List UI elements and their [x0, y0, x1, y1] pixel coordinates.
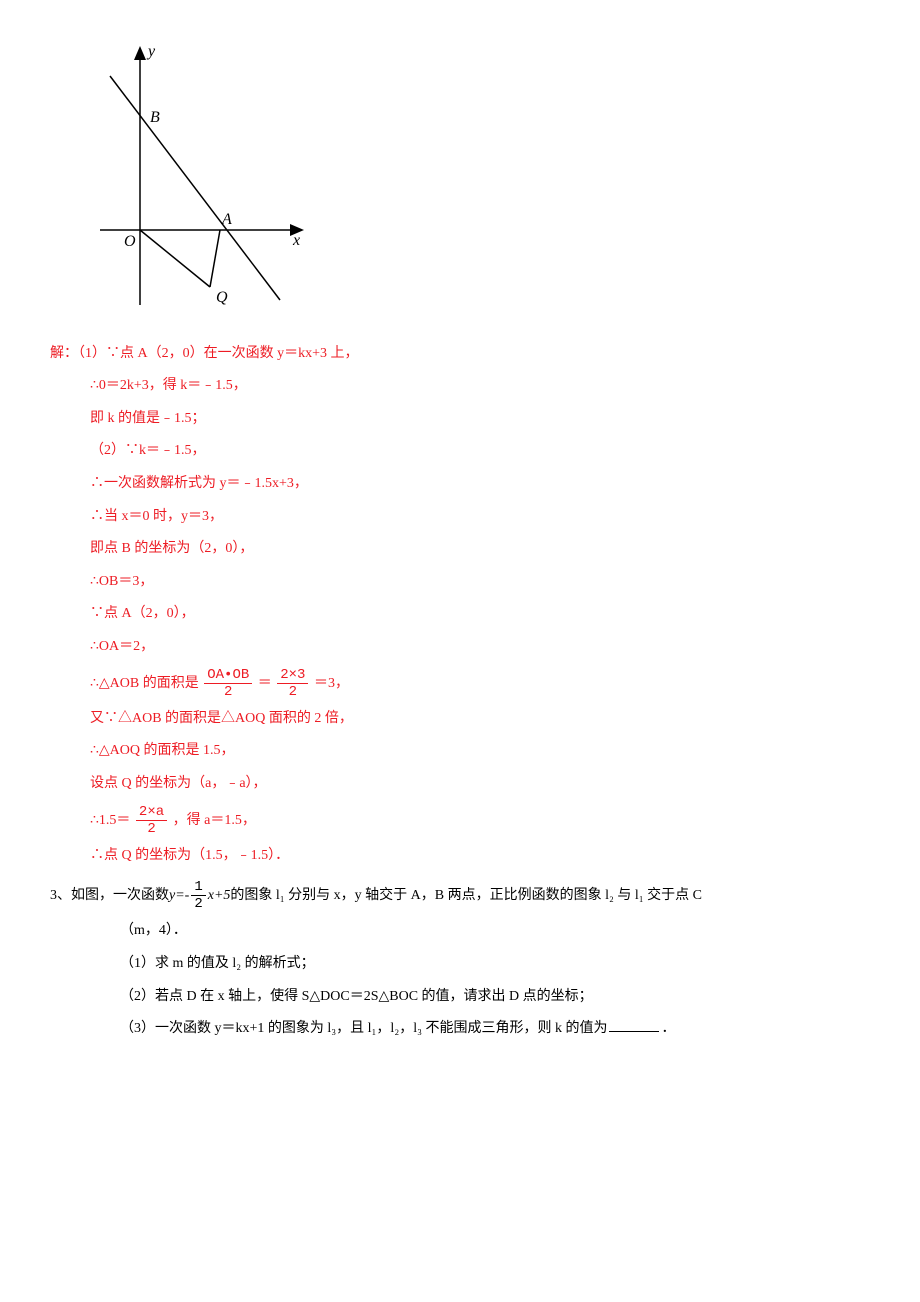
solution-line-3: （2）∵k＝﹣1.5， [50, 438, 870, 465]
fraction-3: 2×a 2 [136, 804, 167, 837]
problem-sub-2: （2）若点 D 在 x 轴上，使得 S△DOC＝2S△BOC 的值，请求出 D … [50, 984, 870, 1011]
sol-text-0: （1）∵点 A（2，0）在一次函数 y＝kx+3 上， [78, 346, 359, 361]
solution-line-7: ∴OB＝3， [50, 569, 870, 596]
s3a: （3）一次函数 y＝kx+1 的图象为 l₃，且 l₁，l₂，l₃ 不能围成三角… [120, 1021, 607, 1036]
fraction-2: 2×3 2 [277, 667, 308, 700]
pfrac-num: 1 [191, 879, 205, 896]
problem-sub-1: （1）求 m 的值及 l₂ 的解析式； [50, 951, 870, 978]
solution-line-2: 即 k 的值是﹣1.5； [50, 406, 870, 433]
problem-cont: （m，4）． [50, 918, 870, 945]
p1a: 如图，一次函数 [71, 888, 169, 903]
solution-line-12: ∴△AOQ 的面积是 1.5， [50, 738, 870, 765]
s3b: ． [661, 1021, 675, 1036]
svg-text:A: A [221, 211, 232, 228]
answer-blank [609, 1017, 659, 1032]
solution-line-9: ∴OA＝2， [50, 634, 870, 661]
problem-sub-3: （3）一次函数 y＝kx+1 的图象为 l₃，且 l₁，l₂，l₃ 不能围成三角… [50, 1016, 870, 1043]
frac2-num: 2×3 [277, 667, 308, 684]
eq-lhs: y=- [169, 888, 189, 903]
solution-line-10: ∴△AOB 的面积是 OA•OB 2 ＝ 2×3 2 ＝3， [50, 667, 870, 700]
sol-10b: ＝ [258, 675, 272, 690]
eq-rhs: x+5 [208, 888, 231, 903]
frac3-num: 2×a [136, 804, 167, 821]
solution-line-6: 即点 B 的坐标为（2，0）， [50, 536, 870, 563]
figure-svg: y x O A B Q [90, 40, 310, 320]
sol-10c: ＝3， [314, 675, 349, 690]
solution-line-1: ∴0＝2k+3，得 k＝﹣1.5， [50, 373, 870, 400]
frac2-den: 2 [277, 684, 308, 700]
solution-line-14: ∴1.5＝ 2×a 2 ，得 a＝1.5， [50, 804, 870, 837]
frac1-den: 2 [204, 684, 252, 700]
svg-text:x: x [292, 232, 300, 249]
solution-line-0: 解：（1）∵点 A（2，0）在一次函数 y＝kx+3 上， [50, 341, 870, 368]
solution-line-11: 又∵△AOB 的面积是△AOQ 面积的 2 倍， [50, 706, 870, 733]
svg-text:O: O [124, 233, 136, 250]
solution-line-5: ∴当 x＝0 时，y＝3， [50, 504, 870, 531]
svg-text:Q: Q [216, 289, 228, 306]
frac3-den: 2 [136, 821, 167, 837]
sol-14a: ∴1.5＝ [90, 812, 130, 827]
solution-prefix: 解： [50, 346, 78, 361]
solution-line-15: ∴点 Q 的坐标为（1.5，﹣1.5）． [50, 843, 870, 870]
frac1-num: OA•OB [204, 667, 252, 684]
solution-line-8: ∵点 A（2，0）， [50, 601, 870, 628]
fraction-1: OA•OB 2 [204, 667, 252, 700]
coordinate-figure: y x O A B Q [90, 40, 870, 331]
pfrac-den: 2 [191, 896, 205, 912]
svg-text:B: B [150, 109, 160, 126]
problem-fraction: 12 [191, 879, 205, 912]
solution-line-4: ∴一次函数解析式为 y＝﹣1.5x+3， [50, 471, 870, 498]
sol-14b: ，得 a＝1.5， [173, 812, 256, 827]
sol-10a: ∴△AOB 的面积是 [90, 675, 199, 690]
problem-number: 3、 [50, 888, 71, 903]
problem-3: 3、如图，一次函数y=-12x+5的图象 l₁ 分别与 x，y 轴交于 A，B … [50, 879, 870, 912]
solution-line-13: 设点 Q 的坐标为（a，﹣a）， [50, 771, 870, 798]
p1b: 的图象 l₁ 分别与 x，y 轴交于 A，B 两点，正比例函数的图象 l₂ 与 … [230, 888, 702, 903]
svg-text:y: y [146, 43, 156, 60]
